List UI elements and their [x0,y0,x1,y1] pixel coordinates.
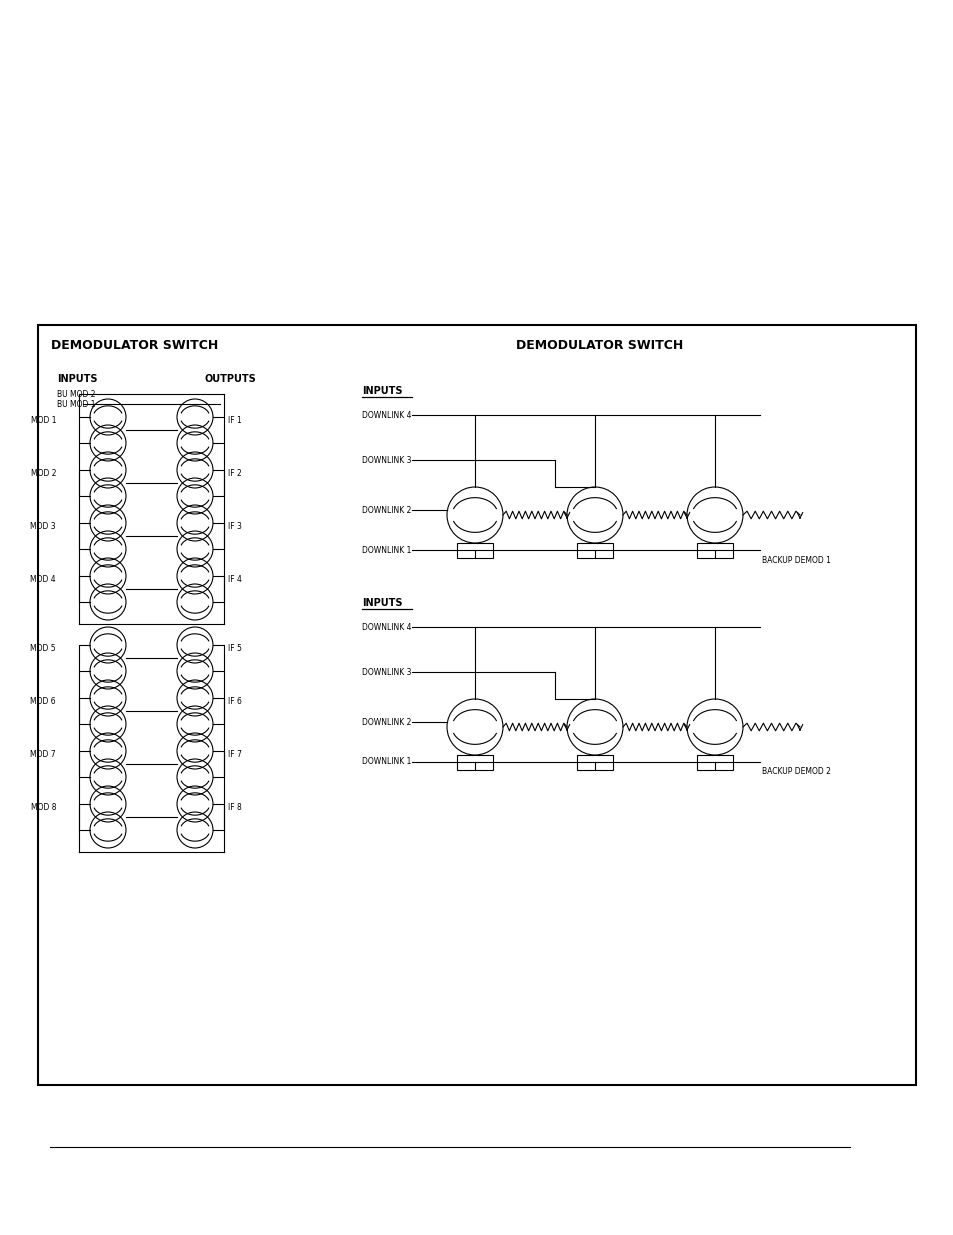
Text: IF 8: IF 8 [228,803,241,811]
Text: MOD 5: MOD 5 [30,643,56,652]
Text: MOD 4: MOD 4 [30,574,56,583]
Text: IF 7: IF 7 [228,750,242,758]
Text: IF 2: IF 2 [228,468,241,478]
Text: DOWNLINK 3: DOWNLINK 3 [361,456,411,464]
Text: INPUTS: INPUTS [361,387,402,396]
Text: DOWNLINK 2: DOWNLINK 2 [361,505,411,515]
Text: BACKUP DEMOD 2: BACKUP DEMOD 2 [761,767,830,777]
Text: MOD 2: MOD 2 [30,468,56,478]
Bar [696,755,733,769]
Text: BACKUP DEMOD 1: BACKUP DEMOD 1 [761,556,830,564]
Text: MOD 3: MOD 3 [30,521,56,531]
Text: IF 1: IF 1 [228,415,241,425]
Text: BU MOD 1: BU MOD 1 [57,399,95,409]
Bar [577,755,613,769]
Bar [696,543,733,557]
Text: MOD 8: MOD 8 [30,803,56,811]
Text: DOWNLINK 2: DOWNLINK 2 [361,718,411,726]
Text: MOD 1: MOD 1 [30,415,56,425]
Text: MOD 7: MOD 7 [30,750,56,758]
Text: IF 5: IF 5 [228,643,242,652]
Text: DEMODULATOR SWITCH: DEMODULATOR SWITCH [516,338,683,352]
Text: IF 3: IF 3 [228,521,242,531]
Bar [577,543,613,557]
Text: INPUTS: INPUTS [361,598,402,608]
Text: INPUTS: INPUTS [57,374,97,384]
Text: IF 6: IF 6 [228,697,242,705]
Text: DOWNLINK 1: DOWNLINK 1 [361,757,411,767]
Text: DEMODULATOR SWITCH: DEMODULATOR SWITCH [51,338,218,352]
Text: DOWNLINK 1: DOWNLINK 1 [361,546,411,555]
Text: DOWNLINK 4: DOWNLINK 4 [361,410,411,420]
Bar [456,755,493,769]
Text: DOWNLINK 4: DOWNLINK 4 [361,622,411,631]
Bar [456,543,493,557]
Text: DOWNLINK 3: DOWNLINK 3 [361,667,411,677]
Text: OUTPUTS: OUTPUTS [205,374,256,384]
Text: MOD 6: MOD 6 [30,697,56,705]
Text: IF 4: IF 4 [228,574,242,583]
Text: BU MOD 2: BU MOD 2 [57,389,95,399]
